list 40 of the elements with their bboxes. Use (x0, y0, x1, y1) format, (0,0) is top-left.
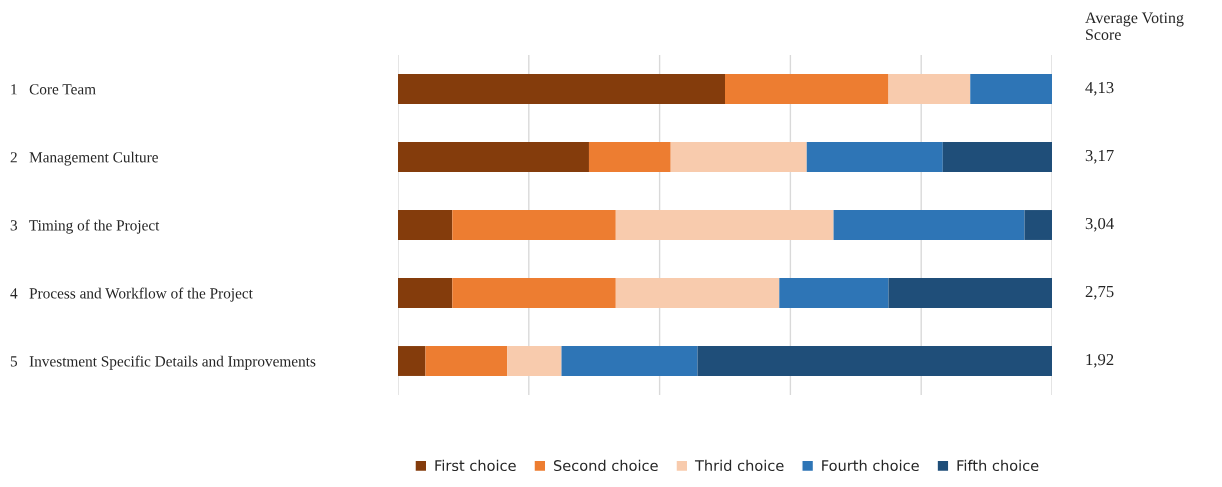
bar (725, 74, 889, 104)
legend-label: Thrid choice (694, 459, 784, 472)
text: 4,13 (1085, 81, 1114, 96)
text: 3,17 (1085, 149, 1114, 164)
y-tick-label: 4 Process and Workflow of the Project (10, 287, 253, 302)
y-tick-label: 5 Investment Specific Details and Improvements (10, 355, 316, 370)
bar (779, 278, 889, 308)
bar (398, 210, 453, 240)
text: 1,92 (1086, 353, 1114, 368)
bar (1024, 210, 1052, 240)
bar (670, 142, 807, 172)
bar (398, 278, 453, 308)
legend-label: First choice (435, 459, 516, 472)
bar (398, 142, 589, 172)
bar (970, 74, 1052, 104)
bar (561, 346, 698, 376)
text: 3,04 (1085, 217, 1114, 232)
bar (588, 142, 671, 172)
bar (452, 210, 616, 240)
legend-label: Fourth choice (822, 459, 919, 472)
text: Average Voting Score (1085, 12, 1184, 40)
bar (888, 278, 1052, 308)
bar (615, 210, 834, 240)
bar (833, 210, 1025, 240)
legend-label: Second choice (553, 459, 658, 472)
bar (398, 74, 725, 104)
bar (507, 346, 562, 376)
bar (425, 346, 508, 376)
legend-label: Fifth choice (957, 459, 1039, 472)
y-tick-label: 2 Management Culture (10, 151, 158, 166)
bar (452, 278, 616, 308)
bar (806, 142, 943, 172)
bar (697, 346, 1052, 376)
text: 2,75 (1085, 285, 1114, 300)
bar (942, 142, 1052, 172)
y-tick-label: 3 Timing of the Project (10, 219, 160, 234)
bar (888, 74, 971, 104)
bar (398, 346, 426, 376)
bar (615, 278, 780, 308)
y-tick-label: 1 Core Team (11, 84, 96, 95)
